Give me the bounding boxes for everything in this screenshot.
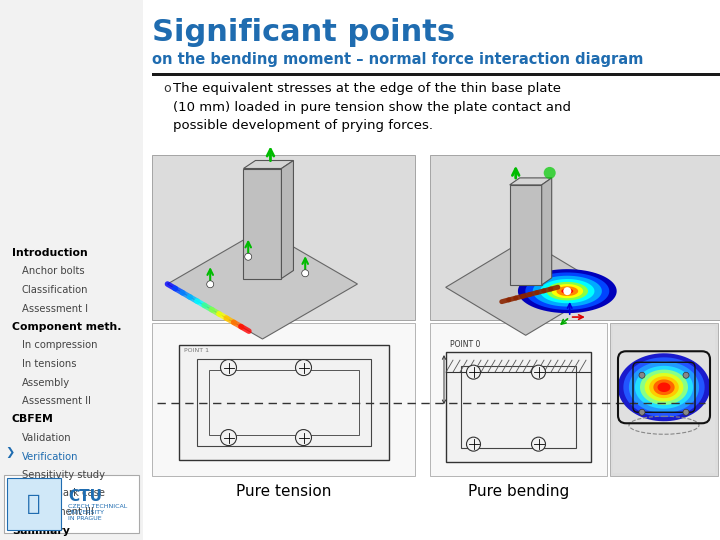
Circle shape — [302, 270, 309, 276]
Text: Classification: Classification — [22, 285, 89, 295]
Circle shape — [245, 253, 252, 260]
Bar — [197, 359, 371, 446]
Polygon shape — [557, 286, 578, 296]
Text: Pure bending: Pure bending — [468, 484, 569, 499]
Text: Introduction: Introduction — [12, 248, 88, 258]
Polygon shape — [446, 239, 606, 335]
Text: Benchmark case: Benchmark case — [22, 489, 105, 498]
Circle shape — [295, 360, 312, 375]
Polygon shape — [510, 185, 541, 285]
Text: CZECH TECHNICAL
UNIVERSITY
IN PRAGUE: CZECH TECHNICAL UNIVERSITY IN PRAGUE — [68, 504, 127, 521]
Circle shape — [467, 437, 480, 451]
Circle shape — [220, 360, 236, 375]
Text: In compression: In compression — [22, 341, 97, 350]
Bar — [461, 366, 576, 448]
Circle shape — [467, 365, 480, 379]
Text: Validation: Validation — [22, 433, 71, 443]
Circle shape — [531, 437, 546, 451]
Polygon shape — [640, 369, 688, 405]
Text: o: o — [163, 82, 171, 95]
Text: POINT 1: POINT 1 — [184, 348, 210, 353]
Bar — [610, 323, 718, 476]
Circle shape — [295, 429, 312, 445]
Polygon shape — [518, 269, 617, 313]
Polygon shape — [618, 353, 710, 421]
Polygon shape — [546, 282, 588, 300]
Text: Assembly: Assembly — [22, 377, 70, 388]
Circle shape — [220, 429, 236, 445]
Text: CTU: CTU — [68, 489, 102, 504]
Bar — [152, 323, 415, 476]
Circle shape — [563, 287, 571, 295]
Text: The equivalent stresses at the edge of the thin base plate
(10 mm) loaded in pur: The equivalent stresses at the edge of t… — [173, 82, 571, 132]
Text: ❯: ❯ — [5, 447, 14, 458]
Circle shape — [639, 409, 645, 415]
Polygon shape — [533, 276, 602, 307]
Text: Summary: Summary — [12, 525, 70, 536]
Bar — [209, 370, 359, 435]
Text: Significant points: Significant points — [152, 18, 455, 47]
Circle shape — [207, 281, 214, 288]
Polygon shape — [635, 366, 693, 409]
Text: Anchor bolts: Anchor bolts — [22, 267, 85, 276]
Bar — [152, 155, 415, 320]
Text: Pure tension: Pure tension — [236, 484, 331, 499]
Text: 🦁: 🦁 — [27, 494, 41, 514]
Polygon shape — [552, 284, 583, 298]
Polygon shape — [243, 160, 294, 168]
Circle shape — [531, 365, 546, 379]
Circle shape — [683, 372, 689, 378]
Text: Assessment I: Assessment I — [22, 303, 88, 314]
Polygon shape — [540, 279, 595, 303]
Polygon shape — [168, 229, 357, 339]
Text: POINT 0: POINT 0 — [450, 340, 480, 349]
Circle shape — [544, 167, 556, 179]
Bar — [7, 478, 61, 530]
Polygon shape — [629, 361, 699, 413]
Text: Sensitivity study: Sensitivity study — [22, 470, 105, 480]
Text: In tensions: In tensions — [22, 359, 76, 369]
Polygon shape — [644, 373, 683, 402]
Bar — [613, 326, 715, 473]
Text: Component meth.: Component meth. — [12, 322, 122, 332]
Polygon shape — [526, 273, 609, 310]
Text: on the bending moment – normal force interaction diagram: on the bending moment – normal force int… — [152, 52, 644, 67]
Bar — [446, 352, 591, 462]
Bar — [152, 73, 720, 76]
Polygon shape — [657, 382, 670, 392]
Bar — [430, 155, 720, 320]
Polygon shape — [562, 288, 573, 294]
Circle shape — [639, 372, 645, 378]
Bar — [179, 345, 389, 460]
Polygon shape — [510, 178, 552, 185]
Polygon shape — [649, 376, 679, 398]
Bar — [4, 475, 139, 533]
Text: Assessment II: Assessment II — [22, 396, 91, 406]
Bar — [0, 0, 143, 540]
Circle shape — [683, 409, 689, 415]
Polygon shape — [653, 380, 675, 395]
Polygon shape — [282, 160, 294, 279]
Text: CBFEM: CBFEM — [12, 415, 54, 424]
Text: Verification: Verification — [22, 451, 78, 462]
Bar — [430, 323, 607, 476]
Polygon shape — [541, 178, 552, 285]
Polygon shape — [243, 168, 282, 279]
Text: Assessment III: Assessment III — [22, 507, 94, 517]
Polygon shape — [624, 357, 705, 417]
